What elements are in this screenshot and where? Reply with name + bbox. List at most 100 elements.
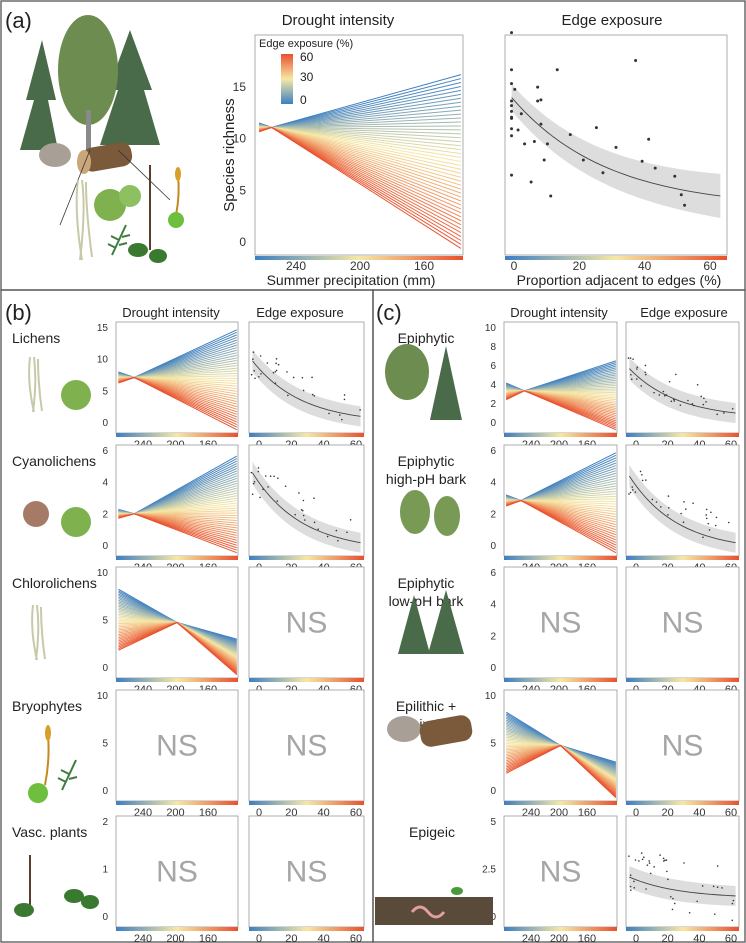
y-tick-label: 2 <box>490 399 496 410</box>
x-tick-label: 40 <box>638 259 652 273</box>
y-tick-label: 0 <box>490 663 496 674</box>
data-point <box>568 133 572 137</box>
fan-line <box>506 499 617 554</box>
data-point <box>653 166 657 170</box>
forest-illustration <box>20 15 184 263</box>
y-tick-label: 5 <box>102 739 108 750</box>
ns-label: NS <box>662 607 704 640</box>
data-point <box>628 493 630 495</box>
data-point <box>313 394 316 397</box>
confidence-band <box>629 464 736 553</box>
data-point <box>581 158 585 162</box>
data-point <box>641 479 644 482</box>
data-point <box>665 859 668 861</box>
data-point <box>732 899 735 902</box>
panel-b-rows: Drought intensity Edge exposure Lichens 0 5 1… <box>12 305 365 943</box>
y-tick-label: 6 <box>102 446 108 457</box>
data-point <box>510 99 514 103</box>
data-point <box>647 137 651 141</box>
y-tick-label: 6 <box>490 361 496 372</box>
data-point <box>594 126 598 130</box>
data-point <box>629 885 632 888</box>
data-point <box>680 512 682 515</box>
fit-line <box>629 368 736 414</box>
data-point <box>667 878 669 881</box>
data-point <box>705 508 708 511</box>
data-point <box>545 142 549 146</box>
ns-label: NS <box>286 607 328 640</box>
cyanolichen-icon <box>23 501 49 527</box>
data-point <box>328 412 330 415</box>
y-tick-label: 4 <box>102 478 108 489</box>
data-point <box>549 194 553 198</box>
data-point <box>516 128 520 132</box>
data-point <box>712 885 715 888</box>
color-scale-bar <box>626 801 739 805</box>
moss-sporophyte-icon <box>175 174 180 216</box>
data-point <box>510 173 514 177</box>
panel-a-label: (a) <box>5 8 32 33</box>
data-point <box>672 398 675 401</box>
fit-line <box>629 475 736 544</box>
foliose-lichen-icon <box>61 380 91 410</box>
data-point <box>529 180 533 184</box>
data-point <box>629 357 632 359</box>
data-point <box>632 489 634 491</box>
color-scale-bar <box>504 678 617 682</box>
y-tick-label: 10 <box>233 132 247 146</box>
hair-lichen-icon <box>31 604 46 661</box>
y-tick-label: 10 <box>97 568 109 579</box>
data-point <box>510 127 514 131</box>
data-point <box>510 116 514 120</box>
x-tick-label: 200 <box>350 259 370 273</box>
confidence-band <box>252 461 361 553</box>
data-point <box>311 393 314 396</box>
data-point <box>662 857 665 860</box>
panel-b-label: (b) <box>5 300 32 325</box>
column-header: Edge exposure <box>256 305 343 320</box>
ns-label: NS <box>156 856 198 889</box>
y-tick-label: 10 <box>485 691 497 702</box>
x-tick-label: 0 <box>633 933 639 943</box>
data-point <box>510 68 514 72</box>
data-point <box>311 376 313 379</box>
data-point <box>653 866 655 868</box>
y-tick-label: 2.5 <box>482 865 496 876</box>
data-point <box>673 902 676 905</box>
data-point <box>251 493 254 496</box>
data-point <box>673 174 677 178</box>
y-tick-label: 8 <box>490 342 496 353</box>
row-label: Epiphytic <box>398 575 455 591</box>
data-point <box>275 358 278 360</box>
data-point <box>659 506 662 508</box>
color-scale-bar <box>626 678 739 682</box>
color-scale-bar <box>504 927 617 931</box>
data-point <box>634 58 638 62</box>
data-point <box>693 404 695 407</box>
data-point <box>341 418 343 421</box>
y-tick-label: 6 <box>490 568 496 579</box>
x-tick-label: 20 <box>573 259 587 273</box>
data-point <box>662 390 665 393</box>
data-point <box>339 414 341 416</box>
data-point <box>668 506 670 509</box>
data-point <box>260 373 262 375</box>
x-tick-label: 60 <box>703 259 717 273</box>
data-point <box>555 68 559 72</box>
fan-line <box>258 126 462 249</box>
data-point <box>703 397 705 400</box>
y-tick-label: 2 <box>102 817 108 828</box>
data-point <box>641 473 643 476</box>
fan-line <box>506 390 617 431</box>
data-point <box>663 394 666 397</box>
data-point <box>668 380 671 383</box>
deciduous-tree-icon <box>434 496 460 536</box>
x-tick-label: 200 <box>550 933 568 943</box>
plot-frame <box>503 566 618 679</box>
data-point <box>536 99 540 103</box>
data-point <box>644 371 647 374</box>
x-axis-label: Summer precipitation (mm) <box>267 272 436 288</box>
data-point <box>632 358 634 360</box>
data-point <box>266 362 269 364</box>
